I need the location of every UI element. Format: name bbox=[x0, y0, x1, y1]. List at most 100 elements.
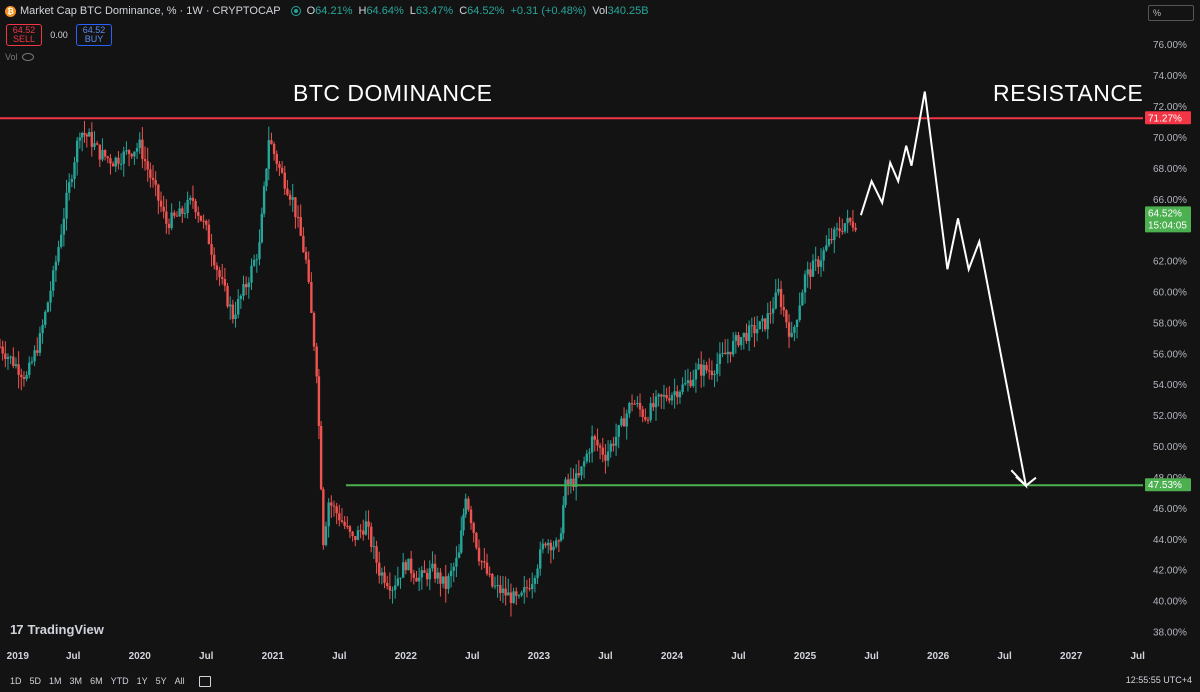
candle-body bbox=[841, 231, 844, 233]
range-all[interactable]: All bbox=[174, 676, 185, 686]
candle-body bbox=[165, 211, 168, 224]
candle-body bbox=[444, 576, 447, 589]
candle-body bbox=[552, 546, 555, 551]
candle-body bbox=[504, 588, 507, 596]
candle-body bbox=[559, 533, 563, 541]
candle-body bbox=[304, 252, 308, 260]
bitcoin-icon: ₿ bbox=[5, 5, 16, 17]
range-3m[interactable]: 3M bbox=[69, 676, 83, 686]
candle-body bbox=[668, 398, 671, 401]
range-1m[interactable]: 1M bbox=[49, 676, 62, 686]
candle-body bbox=[488, 573, 491, 575]
candle-body bbox=[633, 403, 636, 405]
candle-body bbox=[312, 312, 316, 347]
candle-body bbox=[221, 277, 224, 280]
candle-body bbox=[348, 526, 352, 532]
candle-body bbox=[322, 489, 325, 546]
eye-icon[interactable] bbox=[21, 53, 34, 61]
scale-unit-box[interactable]: % bbox=[1148, 5, 1194, 21]
candle-body bbox=[270, 140, 273, 144]
x-tick-label: Jul bbox=[66, 651, 81, 662]
tradingview-logo: 17 TradingView bbox=[10, 622, 104, 637]
candle-body bbox=[582, 461, 586, 467]
candle-body bbox=[809, 269, 812, 277]
candle-body bbox=[628, 403, 631, 414]
x-tick-label: 2025 bbox=[794, 651, 817, 662]
candle-body bbox=[370, 526, 373, 547]
candle-body bbox=[409, 558, 413, 574]
clock-readout[interactable]: 12:55:55 UTC+4 bbox=[1125, 675, 1192, 685]
buy-button[interactable]: 64.52 BUY bbox=[76, 24, 112, 46]
candle-body bbox=[87, 132, 91, 137]
candle-body bbox=[785, 310, 788, 323]
candle-body bbox=[178, 208, 181, 217]
y-tick-label: 42.00% bbox=[1153, 566, 1187, 577]
range-ytd[interactable]: YTD bbox=[110, 676, 129, 686]
candle-body bbox=[391, 589, 394, 591]
candle-body bbox=[159, 200, 163, 207]
candle-body bbox=[125, 150, 128, 152]
candle-body bbox=[154, 180, 157, 185]
candle-body bbox=[95, 143, 99, 145]
candle-body bbox=[566, 479, 570, 485]
candle-body bbox=[737, 335, 740, 346]
candle-body bbox=[228, 304, 232, 307]
spread-value: 0.00 bbox=[50, 30, 68, 40]
volume-indicator[interactable]: Vol bbox=[5, 52, 34, 62]
price-chart[interactable]: 76.00% 74.00% 72.00% 70.00% 68.00% 66.00% 62.0… bbox=[0, 0, 1200, 670]
candle-body bbox=[189, 197, 192, 200]
sell-price: 64.52 bbox=[12, 25, 36, 35]
candle-body bbox=[262, 186, 266, 214]
candle-body bbox=[472, 523, 475, 533]
range-1d[interactable]: 1D bbox=[10, 676, 22, 686]
candle-body bbox=[1, 346, 4, 354]
candle-body bbox=[798, 305, 801, 320]
range-6m[interactable]: 6M bbox=[90, 676, 103, 686]
candle-body bbox=[85, 134, 89, 137]
x-tick-label: Jul bbox=[997, 651, 1012, 662]
candle-body bbox=[439, 572, 442, 584]
tradingview-logo-icon: 17 bbox=[10, 622, 24, 637]
candle-body bbox=[9, 356, 12, 358]
range-5y[interactable]: 5Y bbox=[155, 676, 167, 686]
candle-body bbox=[343, 521, 346, 526]
candle-body bbox=[755, 329, 759, 334]
x-tick-label: Jul bbox=[332, 651, 347, 662]
candle-body bbox=[441, 576, 445, 584]
candle-body bbox=[375, 546, 378, 563]
candle-body bbox=[557, 540, 561, 542]
candle-body bbox=[452, 566, 455, 571]
y-tick-label: 46.00% bbox=[1153, 504, 1187, 515]
calendar-icon[interactable] bbox=[198, 675, 211, 687]
candle-body bbox=[721, 352, 724, 355]
candle-body bbox=[718, 354, 722, 364]
ohlc-high: H64.64% bbox=[358, 5, 404, 17]
candle-body bbox=[515, 591, 518, 596]
candle-body bbox=[354, 535, 357, 540]
x-tick-label: 2024 bbox=[661, 651, 684, 662]
range-5d[interactable]: 5D bbox=[29, 676, 42, 686]
candle-body bbox=[0, 346, 2, 348]
candle-body bbox=[93, 143, 96, 147]
candle-body bbox=[162, 206, 165, 212]
candle-body bbox=[625, 413, 628, 427]
candle-body bbox=[849, 218, 852, 222]
candle-body bbox=[404, 562, 408, 571]
candle-body bbox=[501, 588, 505, 593]
candle-body bbox=[280, 167, 284, 173]
candle-body bbox=[630, 403, 634, 405]
y-tick-label: 60.00% bbox=[1153, 287, 1187, 298]
candle-body bbox=[766, 313, 769, 330]
candle-body bbox=[6, 357, 10, 360]
candle-body bbox=[462, 514, 465, 531]
range-1y[interactable]: 1Y bbox=[136, 676, 148, 686]
candle-body bbox=[431, 563, 434, 569]
candle-body bbox=[569, 478, 573, 485]
sell-button[interactable]: 64.52 SELL bbox=[6, 24, 42, 46]
candle-body bbox=[747, 325, 751, 341]
candle-body bbox=[283, 172, 286, 189]
symbol-title[interactable]: Market Cap BTC Dominance, % · 1W · CRYPT… bbox=[20, 5, 281, 17]
ohlc-low: L63.47% bbox=[409, 5, 454, 17]
candle-body bbox=[475, 532, 478, 548]
candle-body bbox=[702, 364, 706, 376]
